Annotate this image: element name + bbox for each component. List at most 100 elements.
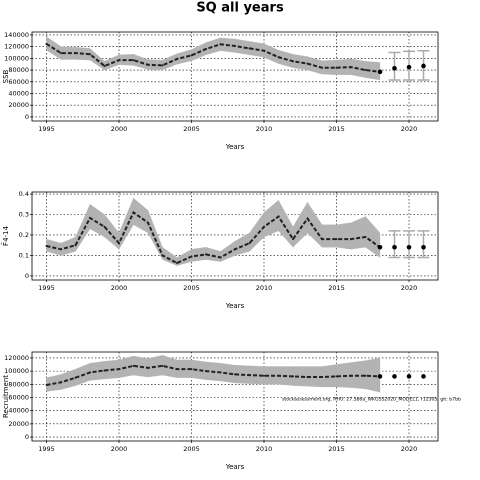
series-point	[103, 64, 106, 67]
series-point	[89, 53, 91, 56]
series-point	[74, 244, 77, 247]
series-point	[60, 381, 62, 384]
series-point	[89, 371, 91, 374]
x-tick-label: 1995	[38, 445, 55, 453]
confidence-band	[118, 198, 134, 250]
confidence-band	[133, 197, 149, 234]
projection-point	[377, 244, 383, 250]
projection-point	[377, 374, 383, 379]
series-point	[277, 56, 280, 59]
y-tick-label: 20000	[8, 420, 29, 428]
series-point	[306, 62, 309, 65]
confidence-band	[365, 216, 381, 258]
series-point	[234, 248, 236, 251]
x-tick-label: 2010	[256, 125, 273, 133]
series-point	[118, 242, 120, 245]
series-line	[45, 43, 381, 73]
plot-frame	[31, 351, 439, 442]
x-tick-label: 2020	[401, 445, 418, 453]
projection-point	[392, 374, 397, 379]
y-tick-label: 0	[25, 272, 29, 280]
series-point	[350, 374, 352, 377]
series-point	[335, 375, 338, 378]
y-axis-label: SSB	[2, 69, 10, 83]
x-tick-label: 1995	[38, 125, 55, 133]
series-point	[45, 42, 48, 45]
y-tick-label: 0.3	[19, 211, 29, 219]
series-point	[292, 238, 294, 241]
projection-point	[421, 374, 426, 379]
series-point	[306, 376, 309, 379]
confidence-band	[278, 200, 294, 248]
series-point	[292, 375, 294, 378]
series-point	[219, 43, 222, 46]
y-tick-label: 80000	[8, 66, 29, 74]
confidence-band	[321, 224, 337, 248]
series-point	[176, 368, 178, 371]
y-tick-label: 100000	[4, 367, 29, 375]
y-tick-label: 0.2	[19, 231, 29, 239]
y-tick-label: 120000	[4, 43, 29, 51]
projection-point	[421, 244, 426, 250]
y-tick-label: 0.4	[19, 190, 29, 198]
series-point	[74, 52, 77, 55]
y-tick-label: 40000	[8, 407, 29, 415]
series-point	[350, 238, 352, 241]
series-point	[89, 216, 91, 219]
y-tick-label: 40000	[8, 89, 29, 97]
confidence-band	[220, 240, 236, 262]
series-point	[321, 238, 323, 241]
series-line	[46, 210, 381, 265]
series-point	[364, 69, 367, 72]
series-line	[46, 364, 381, 386]
confidence-band	[263, 199, 279, 238]
projection-point	[392, 244, 397, 250]
series-point	[219, 256, 222, 259]
series-point	[248, 374, 251, 377]
x-tick-label: 2000	[111, 125, 128, 133]
series-point	[103, 369, 106, 372]
plot-frame	[31, 191, 439, 281]
confidence-band	[104, 214, 120, 250]
projection-point	[421, 63, 426, 69]
confidence-band	[205, 37, 221, 56]
series-point	[263, 49, 265, 52]
series-point	[118, 59, 120, 62]
y-tick-label: 120000	[4, 354, 29, 362]
series-point	[205, 47, 207, 50]
y-tick-label: 0.1	[19, 251, 29, 259]
series-point	[74, 376, 77, 379]
confidence-band	[234, 38, 250, 56]
confidence-band	[220, 363, 236, 384]
series-point	[132, 59, 135, 62]
series-point	[306, 217, 309, 220]
series-point	[176, 57, 178, 60]
x-tick-label: 2015	[328, 284, 345, 292]
series-point	[234, 373, 236, 376]
y-tick-label: 60000	[8, 393, 29, 401]
series-point	[248, 242, 251, 245]
x-axis-label: Years	[225, 143, 245, 151]
series-point	[45, 383, 48, 386]
series-point	[103, 225, 106, 228]
series-point	[161, 64, 164, 67]
series-point	[132, 211, 135, 214]
confidence-band	[336, 222, 352, 250]
x-axis-label: Years	[225, 463, 245, 471]
series-point	[277, 215, 280, 218]
projection-point	[377, 69, 383, 75]
series-point	[248, 47, 251, 50]
series-point	[190, 54, 193, 57]
confidence-band	[89, 203, 105, 238]
series-point	[60, 248, 62, 251]
series-point	[176, 262, 178, 265]
series-point	[292, 60, 294, 63]
y-tick-label: 100000	[4, 54, 29, 62]
confidence-band	[249, 211, 265, 252]
series-point	[350, 66, 352, 69]
series-point	[335, 238, 338, 241]
confidence-band	[292, 201, 308, 248]
series-point	[190, 255, 193, 258]
x-tick-label: 2000	[111, 284, 128, 292]
x-axis-label: Years	[225, 302, 245, 310]
